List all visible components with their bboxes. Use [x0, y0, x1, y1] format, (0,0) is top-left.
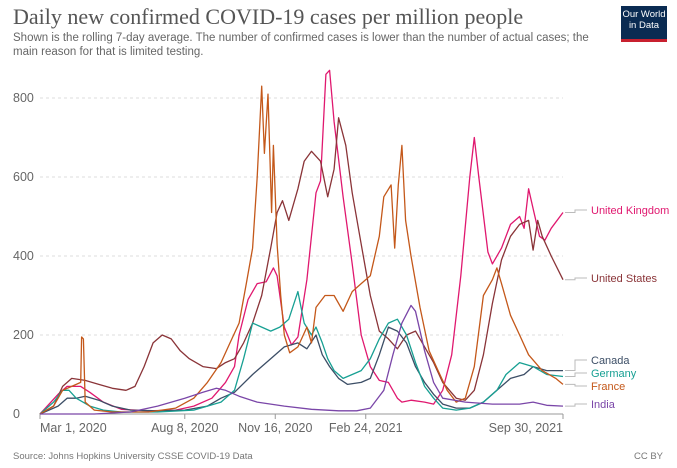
- legend-connector: [565, 372, 587, 377]
- x-tick-label: Feb 24, 2021: [329, 421, 403, 435]
- series-line-united-states: [39, 117, 564, 415]
- logo-text-2: in Data: [628, 20, 660, 31]
- y-tick-label: 800: [13, 91, 34, 105]
- chart-title: Daily new confirmed COVID-19 cases per m…: [13, 4, 524, 29]
- legend-label-canada: Canada: [591, 355, 630, 367]
- series-line-france: [39, 85, 564, 415]
- y-tick-label: 0: [13, 407, 20, 421]
- chart-subtitle: Shown is the rolling 7-day average. The …: [13, 32, 589, 58]
- owid-logo[interactable]: Our World in Data: [621, 6, 667, 42]
- legend-label-france: France: [591, 381, 625, 393]
- y-tick-label: 600: [13, 170, 34, 184]
- legend-label-united-states: United States: [591, 273, 658, 285]
- y-tick-label: 400: [13, 249, 34, 263]
- legend-connector: [565, 359, 587, 372]
- x-tick-label: Nov 16, 2020: [238, 421, 312, 435]
- legend-connector: [565, 403, 587, 407]
- series-line-united-kingdom: [39, 69, 564, 415]
- legend-connector: [565, 277, 587, 281]
- legend-connector: [565, 209, 587, 214]
- y-tick-label: 200: [13, 328, 34, 342]
- series-line-germany: [39, 290, 564, 415]
- legend-label-india: India: [591, 399, 616, 411]
- x-tick-label: Mar 1, 2020: [40, 421, 107, 435]
- legend-label-united-kingdom: United Kingdom: [591, 205, 669, 217]
- logo-text-1: Our World: [622, 9, 666, 20]
- source-note: Source: Johns Hopkins University CSSE CO…: [13, 451, 253, 462]
- series-line-india: [40, 304, 564, 415]
- legend-connector: [565, 383, 587, 387]
- legend-label-germany: Germany: [591, 368, 637, 380]
- x-tick-label: Sep 30, 2021: [489, 421, 563, 435]
- x-tick-label: Aug 8, 2020: [151, 421, 218, 435]
- license-link[interactable]: CC BY: [633, 451, 663, 462]
